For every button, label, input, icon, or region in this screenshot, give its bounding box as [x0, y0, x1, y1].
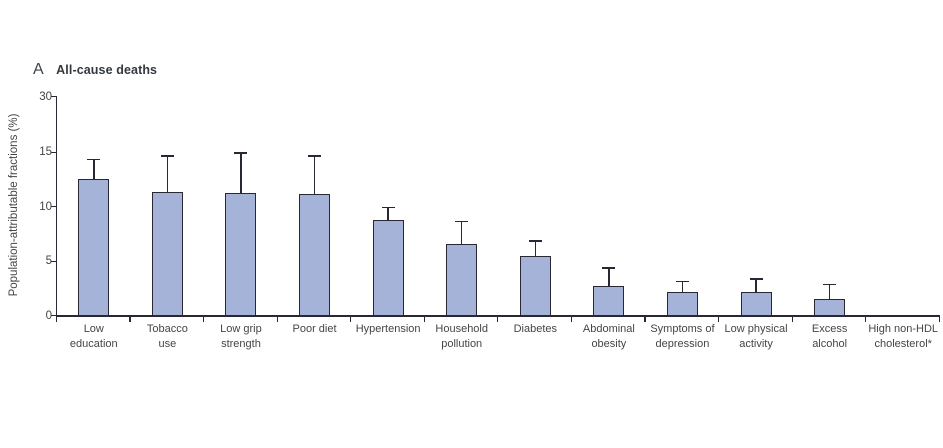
x-label-abdominal-obesity: Abdominal obesity [568, 322, 650, 352]
error-bar-stem-hypertension [387, 207, 389, 221]
bar-hypertension [372, 220, 404, 316]
error-bar-stem-abdominal-obesity [608, 268, 610, 286]
x-axis-line [55, 315, 940, 317]
x-label-line: cholesterol* [874, 338, 932, 350]
bar-tobacco-use [151, 192, 183, 316]
x-label-line: Low [83, 323, 104, 335]
error-bar-stem-excess-alcohol [828, 284, 831, 299]
x-label-line: High non-HDL [868, 323, 939, 335]
error-bar-cap-low-education [87, 158, 101, 161]
error-bar-cap-tobacco-use [160, 155, 174, 157]
y-tick-10 [50, 206, 56, 208]
x-label-line: pollution [441, 338, 483, 350]
x-label-excess-alcohol: Excess alcohol [789, 322, 871, 352]
error-bar-stem-poor-diet [313, 156, 316, 195]
x-tick-11 [865, 316, 867, 322]
y-tick-label-5: 5 [45, 255, 52, 268]
x-label-line: obesity [591, 338, 627, 350]
error-bar-stem-household-pollution [460, 221, 463, 245]
x-label-line: Abdominal [582, 323, 635, 335]
y-tick-label-10: 10 [39, 200, 52, 213]
x-label-line: depression [655, 338, 710, 350]
y-tick-label-15: 15 [39, 146, 52, 159]
x-label-line: activity [739, 338, 773, 350]
bar-diabetes [519, 256, 551, 316]
error-bar-cap-excess-alcohol [823, 283, 837, 286]
y-axis-line [55, 96, 57, 315]
x-label-hypertension: Hypertension [347, 322, 429, 337]
x-tick-3 [276, 316, 278, 322]
bar-low-grip-strength [225, 193, 257, 316]
y-tick-15 [50, 151, 56, 153]
error-bar-cap-diabetes [528, 240, 542, 242]
x-tick-1 [129, 316, 131, 322]
x-label-symptoms-of-depression: Symptoms of depression [642, 322, 724, 352]
error-bar-cap-low-physical-activity [749, 278, 763, 280]
error-bar-stem-low-grip-strength [240, 152, 242, 194]
y-tick-0 [50, 315, 56, 317]
x-label-high-non-hdl-cholesterol: High non-HDL cholesterol* [862, 322, 943, 352]
error-bar-stem-tobacco-use [166, 156, 169, 193]
x-label-line: Excess [811, 323, 848, 335]
x-label-line: Symptoms of [650, 323, 715, 335]
error-bar-stem-diabetes [534, 241, 537, 257]
x-label-low-grip-strength: Low grip strength [200, 322, 282, 352]
y-tick-5 [50, 260, 56, 262]
bar-low-physical-activity [740, 292, 772, 316]
panel-letter: A [33, 61, 45, 78]
x-label-line: strength [221, 338, 261, 350]
error-bar-cap-household-pollution [455, 220, 469, 223]
x-tick-2 [202, 316, 205, 322]
panel-title: A All-cause deaths [33, 61, 157, 79]
x-label-line: education [69, 338, 118, 350]
x-label-line: use [158, 338, 177, 350]
x-tick-7 [570, 316, 573, 322]
error-bar-stem-low-education [93, 159, 95, 179]
x-label-tobacco-use: Tobacco use [127, 322, 209, 352]
bar-abdominal-obesity [593, 285, 625, 316]
x-tick-8 [644, 316, 646, 322]
error-bar-stem-symptoms-of-depression [681, 281, 684, 293]
bar-symptoms-of-depression [666, 292, 698, 316]
x-label-line: Tobacco [146, 323, 188, 335]
x-label-household-pollution: Household pollution [421, 322, 503, 352]
x-label-poor-diet: Poor diet [274, 322, 356, 337]
panel-heading: All-cause deaths [56, 63, 158, 77]
x-tick-4 [350, 316, 352, 322]
x-tick-6 [497, 316, 499, 322]
x-tick-0 [55, 316, 57, 322]
error-bar-cap-abdominal-obesity [602, 267, 616, 269]
error-bar-cap-poor-diet [308, 155, 322, 157]
x-label-low-education: Low education [53, 322, 135, 352]
x-tick-10 [791, 316, 793, 322]
bar-household-pollution [446, 244, 478, 316]
x-label-line: Low physical [724, 323, 788, 335]
x-tick-5 [423, 316, 425, 322]
error-bar-cap-low-grip-strength [234, 152, 248, 154]
x-tick-9 [718, 316, 720, 322]
y-tick-label-0: 0 [45, 309, 52, 322]
x-label-line: alcohol [812, 338, 848, 350]
x-label-line: Diabetes [513, 323, 557, 335]
x-label-line: Hypertension [355, 323, 421, 335]
x-label-low-physical-activity: Low physical activity [715, 322, 797, 352]
x-tick-12 [938, 316, 940, 322]
y-tick-label-30: 30 [39, 90, 52, 103]
bar-poor-diet [299, 194, 331, 316]
error-bar-cap-symptoms-of-depression [675, 280, 689, 283]
bar-excess-alcohol [814, 298, 846, 316]
error-bar-cap-hypertension [381, 206, 395, 209]
x-label-line: Low grip [220, 323, 262, 335]
x-label-line: Poor diet [292, 323, 337, 335]
error-bar-stem-low-physical-activity [755, 279, 757, 293]
bar-low-education [78, 179, 110, 316]
y-tick-30 [50, 96, 56, 98]
x-label-diabetes: Diabetes [495, 322, 577, 337]
x-label-line: Household [435, 323, 488, 335]
